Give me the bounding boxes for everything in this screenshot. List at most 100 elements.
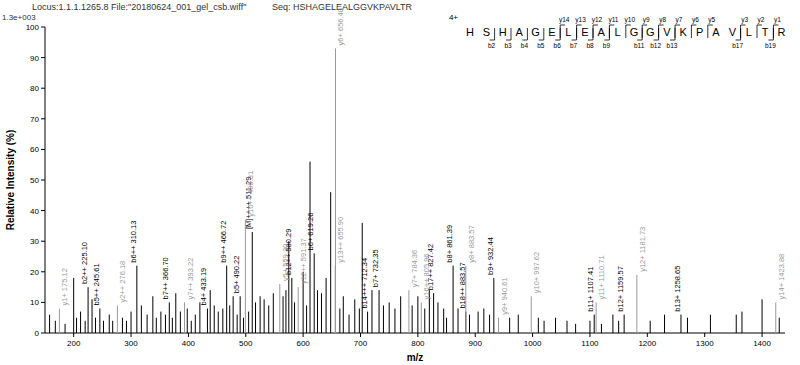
peak [538,318,539,333]
peak [330,192,331,333]
x-tick [647,333,648,337]
y-ion-label: y7 [676,16,683,24]
peak [214,305,215,333]
y-ion-label: y2 [758,16,765,24]
x-tick [417,333,418,337]
peak-label: y13++ 655.90 [336,217,345,263]
peak [252,232,253,333]
y-ion-mark [773,25,778,38]
peak [359,309,360,333]
b-ion-label: b6 [554,42,562,49]
y-ion-label: y12 [592,16,603,24]
peak [594,315,595,333]
peak [469,315,470,333]
page: {"chart_data": { "type": "stem", "title"… [0,0,800,365]
peak [518,315,519,333]
y-tick [41,241,45,242]
b-ion-label: b3 [504,42,512,49]
peak-label: y14+ 1423.88 [777,254,786,300]
peak [112,321,113,333]
peak [233,296,234,333]
y-ion-label: y8 [659,16,666,24]
y-ion-label: y5 [708,16,715,24]
y-ion-mark [659,25,664,38]
peak [687,318,688,333]
peak [493,278,494,333]
y-ion-mark [741,25,746,38]
peak [443,309,444,333]
b-ion-label: b19 [765,42,776,49]
peak-label: b7+ 732.35 [371,249,380,287]
peak [408,290,409,333]
peak-label: y16++ 805.96 [422,254,431,300]
peak [218,312,219,333]
peak [222,309,223,333]
peak-label: y12+ 1181.73 [638,227,647,272]
x-tick-label: 900 [469,339,483,348]
peak-label: y2++ 276.18 [118,261,127,303]
residue: A [516,26,524,38]
peak [298,287,299,333]
y-tick-label: 10 [30,298,39,307]
peak [394,309,395,333]
peak [152,296,153,333]
peak [136,266,137,333]
peak [383,305,384,333]
y-tick [41,271,45,272]
b-ion-label: b4 [521,42,529,49]
peak-label: y10+ 997.62 [532,252,541,294]
residue: G [646,26,655,38]
peak [229,305,230,333]
b-ion-label: b7 [570,42,578,49]
peak [59,309,60,333]
y-tick [41,210,45,211]
peak-label: b5++ 245.61 [92,263,101,305]
peak-label: b4+ 433.19 [199,268,208,306]
peak [321,293,322,333]
y-tick-label: 40 [30,207,39,216]
peak-label: b12+ 1159.57 [616,266,625,312]
peak [76,318,77,333]
x-tick-label: 700 [354,339,368,348]
x-tick [360,333,361,337]
peak [498,318,499,333]
residue: R [778,26,786,38]
b-ion-label: b2 [488,42,496,49]
peak [283,296,284,333]
y-ion-mark [708,25,713,38]
residue: H [499,26,507,38]
y-tick [41,333,45,334]
residue: E [581,26,588,38]
peak [279,284,280,333]
peak-label: y11+ 1110.71 [597,255,606,299]
peak-label: b2++ 225.10 [80,242,89,284]
residue: V [729,26,737,38]
peak-label: b18++ 883.57 [458,262,467,308]
x-tick-label: 1400 [753,339,771,348]
b-ion-label: b5 [537,42,545,49]
y-tick-label: 30 [30,237,39,246]
b-ion-mark [637,28,642,40]
peak [478,312,479,333]
y-tick-label: 80 [30,84,39,93]
peak [237,315,238,333]
b-ion-mark [555,28,560,40]
b-ion-label: b9 [603,42,611,49]
peak-label: y12++ 591.37 [299,238,308,284]
peak [195,315,196,333]
peak [779,318,780,333]
peak [248,312,249,333]
peak-label: y6+ 656.40 [336,8,345,45]
peak [458,309,459,333]
peak-label: y9+ 940.61 [500,277,509,314]
peak-label: b9+ 932.44 [486,237,495,275]
peak [172,318,173,333]
y-tick [41,302,45,303]
b-ion-mark [522,28,527,40]
peak-label: y10++ 499.31 [246,171,255,217]
peak [589,321,590,333]
peak-labels: b2++ 225.10b5++ 245.61b6++ 310.13b7++ 36… [60,8,785,315]
intensity-scale: 1.3e+003 [2,13,36,22]
x-tick [762,333,763,337]
peak [710,315,711,333]
